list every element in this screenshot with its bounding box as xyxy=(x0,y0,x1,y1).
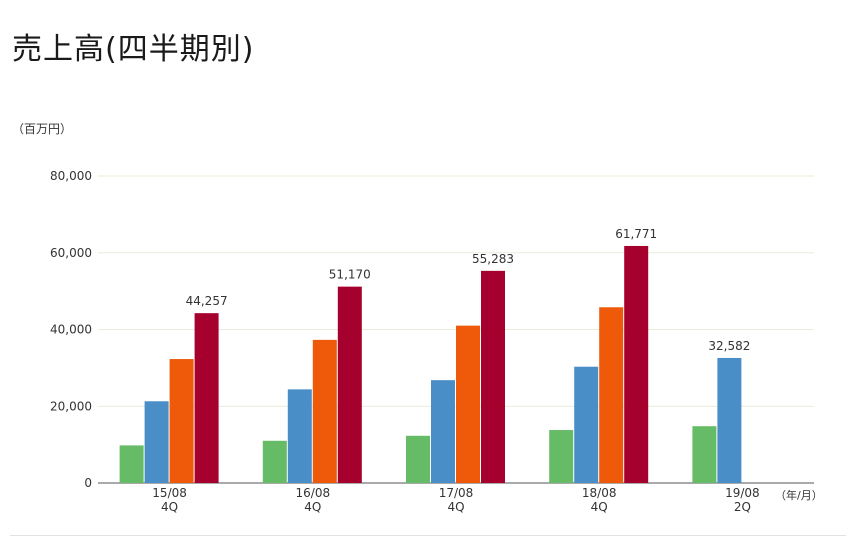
data-label: 44,257 xyxy=(186,294,228,308)
x-tick-sublabel: 4Q xyxy=(304,500,321,514)
x-tick-label: 18/08 xyxy=(582,486,617,500)
bar xyxy=(431,380,455,483)
bar xyxy=(456,325,480,483)
bar xyxy=(144,401,169,483)
x-axis-unit-label: （年/月） xyxy=(775,489,823,502)
x-tick-sublabel: 4Q xyxy=(161,500,178,514)
bar xyxy=(481,270,505,483)
bar xyxy=(692,426,717,483)
x-tick-label: 15/08 xyxy=(152,486,187,500)
x-tick-sublabel: 2Q xyxy=(734,500,751,514)
bottom-divider xyxy=(10,535,846,536)
y-tick-label: 80,000 xyxy=(50,169,92,183)
bar xyxy=(337,286,362,483)
x-tick-sublabel: 4Q xyxy=(591,500,608,514)
data-label: 55,283 xyxy=(472,252,514,266)
y-tick-label: 60,000 xyxy=(50,246,92,260)
bar xyxy=(119,445,144,483)
y-tick-label: 0 xyxy=(84,476,92,490)
page-title: 売上高(四半期別) xyxy=(12,32,255,67)
bar xyxy=(312,339,337,483)
bar xyxy=(169,359,194,483)
data-label: 32,582 xyxy=(708,339,750,353)
data-label: 51,170 xyxy=(329,268,371,282)
bar xyxy=(406,435,430,483)
x-tick-label: 17/08 xyxy=(439,486,474,500)
y-tick-label: 40,000 xyxy=(50,323,92,337)
bar xyxy=(624,245,649,483)
y-axis-unit-label: （百万円） xyxy=(12,122,73,136)
bar xyxy=(599,307,624,483)
x-tick-label: 19/08 xyxy=(725,486,760,500)
y-tick-label: 20,000 xyxy=(50,399,92,413)
x-tick-label: 16/08 xyxy=(296,486,331,500)
x-tick-sublabel: 4Q xyxy=(447,500,464,514)
data-label: 61,771 xyxy=(615,227,657,241)
bar xyxy=(717,357,742,483)
bar xyxy=(262,440,287,483)
bar xyxy=(287,389,312,483)
bar xyxy=(549,430,574,483)
bar xyxy=(194,313,219,483)
bar xyxy=(574,366,599,483)
